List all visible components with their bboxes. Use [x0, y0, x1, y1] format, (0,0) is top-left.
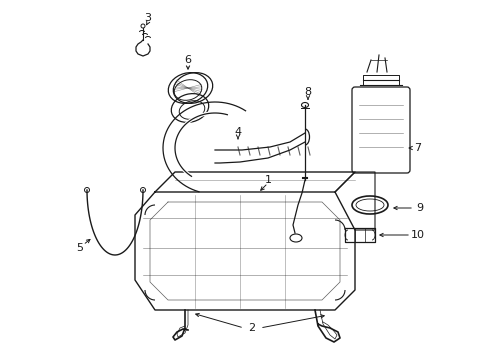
- Text: 3: 3: [144, 13, 151, 23]
- Text: 9: 9: [416, 203, 423, 213]
- Text: 6: 6: [184, 55, 191, 65]
- Text: 10: 10: [410, 230, 424, 240]
- Text: 7: 7: [414, 143, 421, 153]
- Text: 4: 4: [234, 127, 241, 137]
- Text: 5: 5: [76, 243, 83, 253]
- Text: 2: 2: [248, 323, 255, 333]
- Text: 1: 1: [264, 175, 271, 185]
- Text: 8: 8: [304, 87, 311, 97]
